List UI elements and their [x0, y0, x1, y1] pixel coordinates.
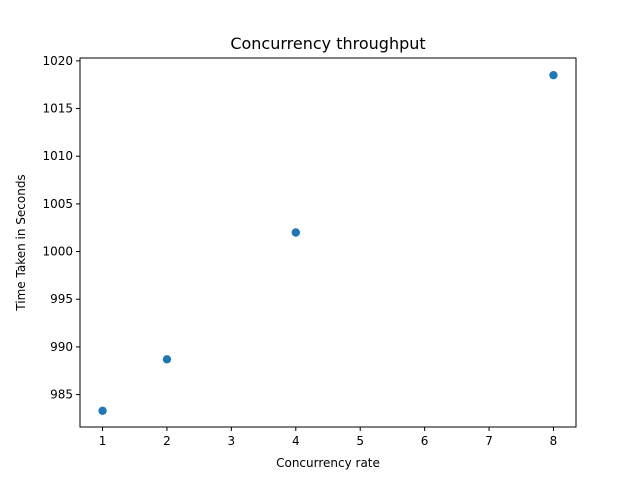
- x-tick-label: 7: [485, 434, 493, 448]
- y-axis-ticks: 985 990 995 1000 1005 1010 1015 1020: [42, 54, 80, 402]
- x-tick-label: 4: [292, 434, 300, 448]
- data-point: [291, 228, 300, 237]
- x-axis-label: Concurrency rate: [276, 456, 380, 470]
- y-tick-label: 1000: [42, 245, 73, 259]
- chart-title: Concurrency throughput: [230, 34, 425, 53]
- y-tick-label: 985: [50, 388, 73, 402]
- data-point: [549, 70, 558, 80]
- y-tick-label: 1020: [42, 54, 73, 68]
- data-points: [98, 70, 558, 415]
- x-tick-label: 8: [550, 434, 558, 448]
- x-tick-label: 5: [356, 434, 364, 448]
- data-point: [162, 355, 172, 364]
- y-axis-label: Time Taken in Seconds: [14, 174, 28, 311]
- x-axis-ticks: 1 2 3 4 5 6 7 8: [99, 427, 558, 448]
- y-tick-label: 1010: [42, 149, 73, 163]
- y-tick-label: 1015: [42, 102, 73, 116]
- x-tick-label: 2: [163, 434, 171, 448]
- x-tick-label: 3: [228, 434, 236, 448]
- x-tick-label: 1: [99, 434, 107, 448]
- y-tick-label: 995: [50, 292, 73, 306]
- y-tick-label: 990: [50, 340, 73, 354]
- data-point: [98, 406, 107, 415]
- plot-frame: [79, 57, 577, 428]
- x-tick-label: 6: [421, 434, 429, 448]
- y-tick-label: 1005: [42, 197, 73, 211]
